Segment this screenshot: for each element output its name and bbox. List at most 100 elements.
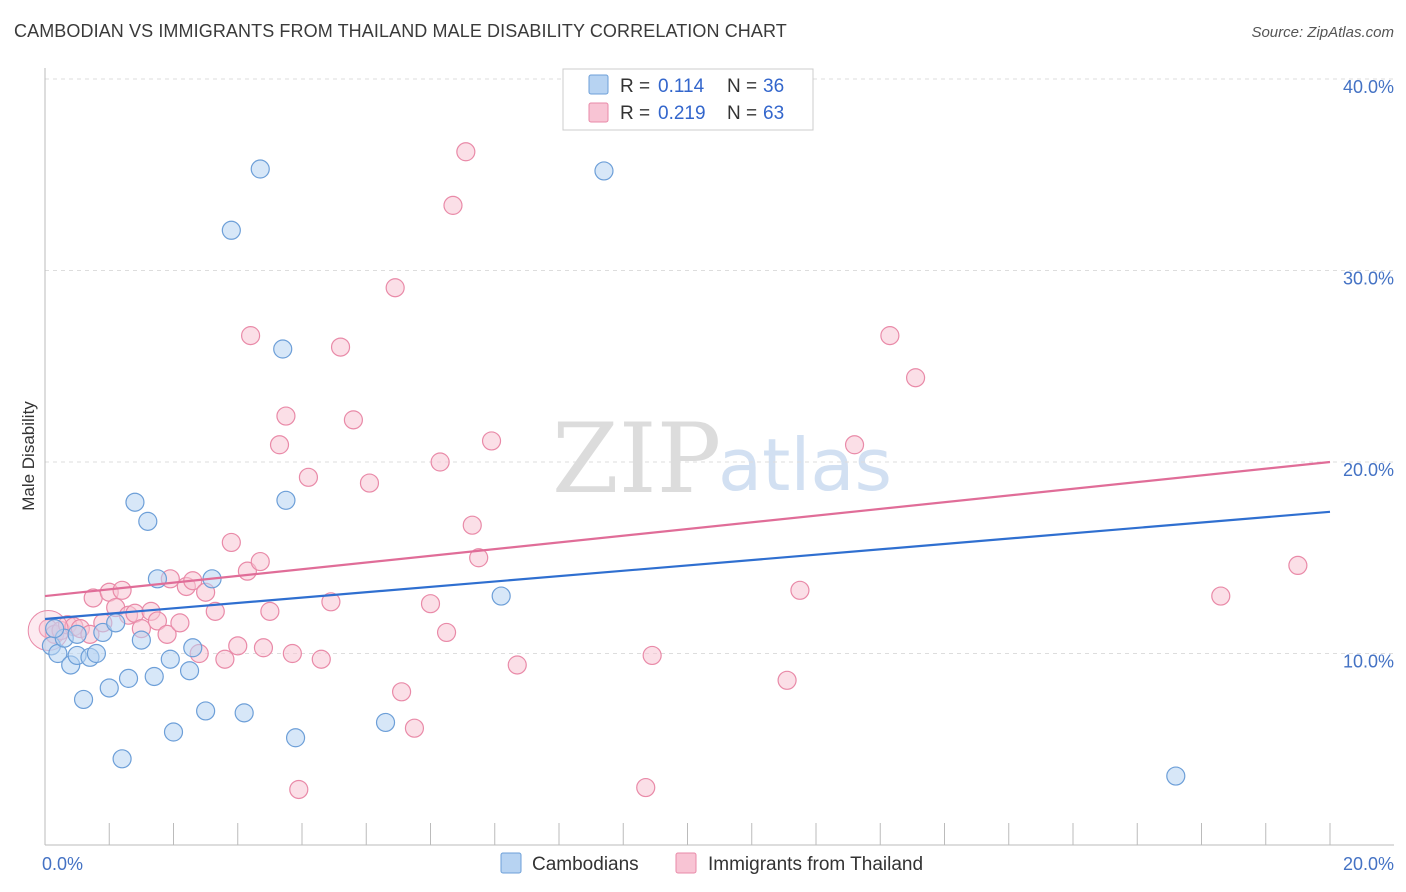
thailand-point (157, 624, 177, 644)
cambodian-point (99, 678, 119, 698)
stats-legend: R = 0.114 N = 36 R = 0.219 N = 63 (562, 68, 814, 131)
chart-title: CAMBODIAN VS IMMIGRANTS FROM THAILAND MA… (14, 21, 787, 41)
thailand-point (260, 601, 280, 621)
y-tick-labels: 10.0% 20.0% 30.0% 40.0% (1343, 77, 1394, 672)
trend-line-thailand (44, 460, 1331, 598)
thailand-point (636, 777, 656, 798)
thailand-point (112, 580, 132, 600)
cambodian-point (112, 749, 132, 769)
thailand-point (311, 649, 331, 669)
thailand-point (321, 592, 341, 612)
bottom-legend-label-cambodians: Cambodians (532, 854, 639, 875)
cambodian-point (45, 619, 65, 639)
x-tick-labels: 0.0% 20.0% (42, 854, 1394, 874)
legend-r-value-cambodians: 0.114 (658, 76, 705, 97)
thailand-point (221, 532, 241, 553)
x-tick-label: 20.0% (1343, 854, 1394, 874)
x-tick-label: 0.0% (42, 854, 83, 874)
thailand-point (430, 452, 450, 472)
thailand-point (343, 410, 363, 430)
thailand-point (289, 779, 309, 800)
thailand-point (170, 613, 190, 633)
thailand-point (330, 337, 351, 357)
cambodian-point (1166, 766, 1186, 786)
cambodian-point (273, 339, 293, 359)
legend-n-value-cambodians: 36 (763, 76, 784, 97)
legend-n-value-thailand: 63 (763, 103, 784, 124)
x-axis-ticks (108, 823, 1331, 845)
y-axis-title: Male Disability (19, 401, 38, 511)
trend-lines (44, 460, 1331, 621)
legend-swatch-thailand (588, 102, 609, 123)
y-tick-label: 10.0% (1343, 652, 1394, 672)
legend-swatch-cambodians (588, 74, 609, 95)
thailand-point (790, 580, 810, 600)
cambodian-point (375, 712, 396, 733)
thailand-point (481, 431, 502, 451)
series-legend: Cambodians Immigrants from Thailand (500, 852, 923, 875)
thailand-point (462, 515, 482, 535)
cambodian-point (221, 220, 241, 240)
cambodian-point (491, 586, 511, 606)
cambodian-point (73, 689, 94, 710)
thailand-point (215, 649, 235, 669)
cambodian-point (183, 638, 203, 658)
thailand-point (205, 601, 225, 621)
legend-r-value-thailand: 0.219 (658, 103, 706, 124)
cambodian-point (250, 159, 270, 179)
thailand-point (456, 142, 476, 162)
thailand-point (443, 195, 463, 215)
thailand-point (276, 406, 296, 426)
thailand-point (359, 473, 380, 493)
thailand-point (241, 326, 261, 346)
cambodian-point (118, 668, 139, 688)
thailand-point (1211, 586, 1231, 606)
cambodian-point (196, 701, 216, 721)
thailand-point (404, 718, 425, 738)
bottom-legend-label-thailand: Immigrants from Thailand (708, 854, 923, 875)
thailand-point (880, 326, 900, 346)
cambodian-point (138, 511, 158, 531)
cambodian-point (160, 649, 180, 669)
cambodian-point (144, 666, 164, 687)
cambodian-point (234, 703, 254, 723)
cambodian-point (86, 643, 107, 664)
cambodian-point (67, 624, 87, 644)
watermark-zip: ZIP (552, 403, 721, 515)
thailand-point (436, 622, 457, 643)
legend-r-label-thailand: R = (620, 103, 650, 124)
cambodian-point (594, 161, 614, 181)
thailand-point (253, 638, 274, 658)
thailand-point (844, 435, 865, 455)
thailand-point (642, 645, 662, 666)
y-tick-label: 40.0% (1343, 77, 1394, 97)
cambodian-point (125, 492, 145, 512)
cambodian-point (131, 630, 151, 650)
bottom-legend-swatch-thailand (675, 852, 697, 874)
thailand-point (1288, 555, 1308, 576)
thailand-point (507, 655, 527, 675)
thailand-point (420, 594, 441, 614)
thailand-point (905, 368, 926, 388)
cambodian-point (285, 728, 306, 748)
cambodian-point (93, 622, 113, 643)
thailand-point (777, 670, 797, 690)
trend-line-cambodians (44, 510, 1331, 621)
thailand-point (391, 682, 412, 702)
legend-n-label-thailand: N = (727, 103, 757, 124)
cambodian-point (179, 661, 200, 681)
series-thailand-points (27, 142, 1308, 800)
cambodian-point (163, 722, 184, 742)
bottom-legend-swatch-cambodians (500, 852, 522, 874)
thailand-point (385, 278, 405, 298)
thailand-point (469, 548, 489, 568)
thailand-point (269, 435, 290, 455)
thailand-point (298, 467, 319, 487)
thailand-point (282, 643, 302, 664)
chart-source: Source: ZipAtlas.com (1251, 24, 1394, 41)
thailand-point (147, 611, 168, 631)
cambodian-point (276, 490, 296, 510)
cambodian-point (106, 613, 126, 633)
y-tick-label: 30.0% (1343, 269, 1394, 289)
